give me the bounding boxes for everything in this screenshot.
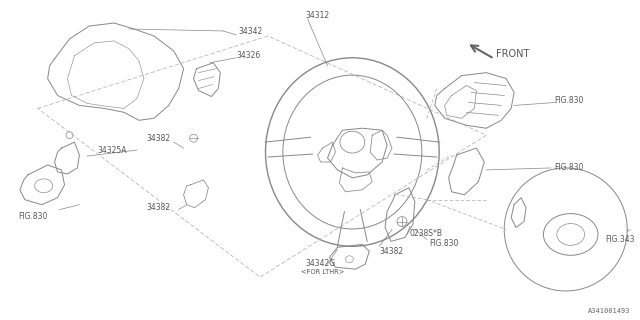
Text: FIG.830: FIG.830 [554, 164, 583, 172]
Text: 34312: 34312 [306, 11, 330, 20]
Text: 34382: 34382 [147, 134, 171, 143]
Text: 34342G: 34342G [306, 259, 336, 268]
Text: FIG.830: FIG.830 [429, 239, 458, 248]
Text: FIG.830: FIG.830 [554, 96, 583, 105]
Text: 0238S*B: 0238S*B [410, 229, 443, 238]
Text: 34326: 34326 [236, 51, 260, 60]
Text: FIG.343: FIG.343 [605, 235, 635, 244]
Text: A341001493: A341001493 [588, 308, 630, 314]
Text: 34325A: 34325A [97, 146, 127, 155]
Text: FIG.830: FIG.830 [18, 212, 47, 220]
Text: <FOR LTHR>: <FOR LTHR> [301, 269, 344, 275]
Text: 34382: 34382 [379, 247, 403, 256]
Text: 34382: 34382 [147, 203, 171, 212]
Text: FRONT: FRONT [496, 49, 530, 59]
Text: 34342: 34342 [238, 27, 262, 36]
